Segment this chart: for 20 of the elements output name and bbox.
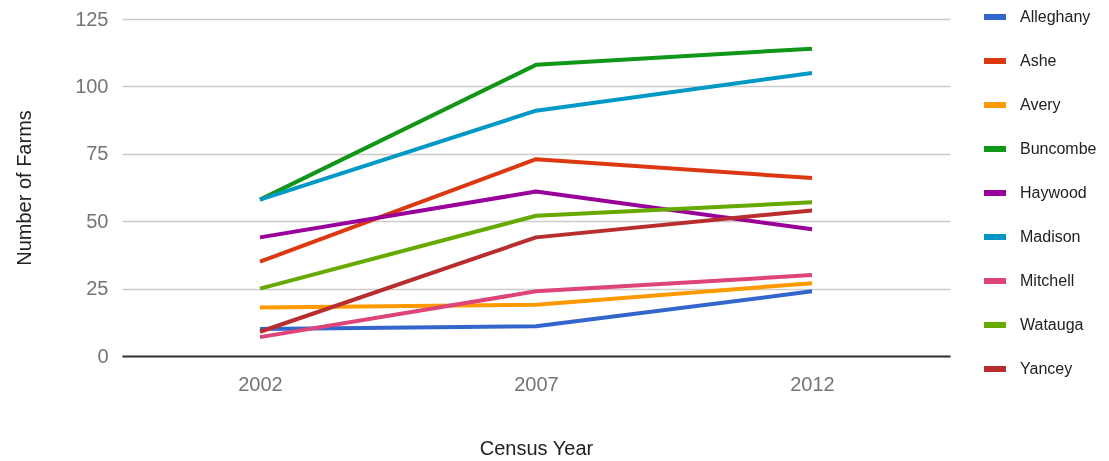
y-tick-label: 50 [86,209,109,232]
y-tick-label: 25 [86,277,109,300]
y-tick-label: 0 [97,344,109,367]
y-tick-label: 100 [75,74,109,97]
legend-label: Mitchell [1020,272,1075,289]
x-tick-label: 2007 [514,372,559,395]
legend-label: Haywood [1020,184,1087,201]
y-tick-label: 125 [75,7,109,30]
x-axis-title: Census Year [479,436,594,459]
y-axis-title: Number of Farms [13,110,36,266]
legend-label: Alleghany [1020,8,1091,25]
x-tick-label: 2012 [790,372,835,395]
legend-label: Buncombe [1020,140,1097,157]
x-tick-label: 2002 [238,372,283,395]
legend-label: Avery [1020,96,1061,113]
legend-label: Watauga [1020,316,1084,333]
legend-label: Madison [1020,228,1081,245]
legend-label: Ashe [1020,52,1057,69]
y-tick-label: 75 [86,142,109,165]
legend-label: Yancey [1020,360,1073,377]
